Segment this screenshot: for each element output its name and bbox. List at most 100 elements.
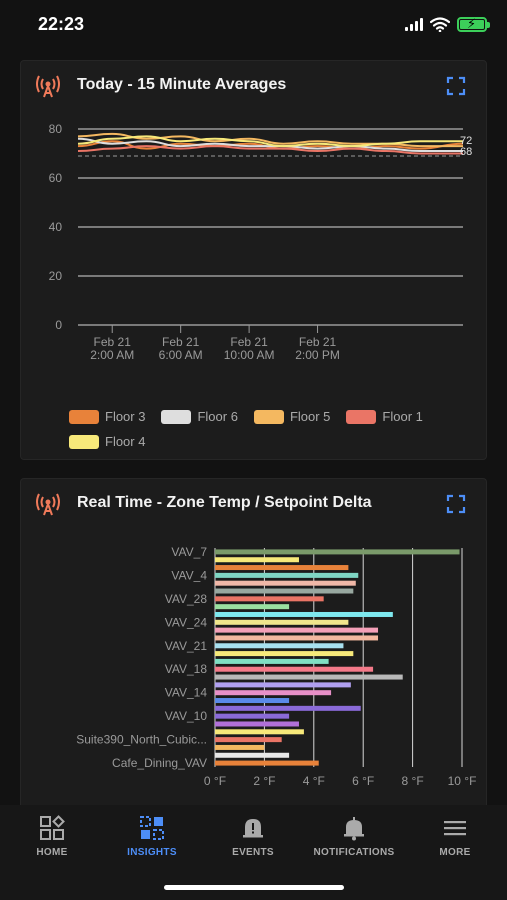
legend-item-floor-1[interactable]: Floor 1 [346, 409, 423, 424]
legend-item-floor-4[interactable]: Floor 4 [69, 434, 145, 449]
sensor-broadcast-icon [36, 75, 60, 98]
nav-events[interactable]: EVENTS [203, 815, 303, 858]
bar-chart-header: Real Time - Zone Temp / Setpoint Delta [21, 479, 486, 529]
nav-more-label: MORE [439, 847, 471, 858]
bar[interactable] [215, 627, 379, 633]
category-label: VAV_4 [171, 568, 207, 582]
bar[interactable] [215, 572, 359, 578]
category-label: VAV_24 [165, 615, 208, 629]
legend-label: Floor 5 [289, 409, 331, 424]
legend-label: Floor 3 [105, 409, 146, 424]
nav-insights[interactable]: INSIGHTS [102, 815, 202, 858]
bar[interactable] [215, 651, 354, 657]
x-tick-label: 0 °F [204, 774, 226, 788]
x-tick-label: 2:00 PM [295, 348, 340, 362]
x-tick-label: 10:00 AM [224, 348, 275, 362]
bar[interactable] [215, 611, 393, 617]
insights-icon [140, 816, 164, 840]
end-value-label: 68 [460, 146, 472, 158]
nav-home[interactable]: HOME [2, 815, 102, 858]
line-chart-header: Today - 15 Minute Averages [21, 61, 486, 111]
nav-home-label: HOME [36, 847, 68, 858]
bar[interactable] [215, 737, 282, 743]
cellular-signal-icon [405, 18, 423, 31]
line-chart-legend: Floor 3 Floor 6 Floor 5 Floor 1 Floor 4 [69, 409, 469, 449]
category-label: VAV_14 [165, 686, 208, 700]
x-tick-label: Feb 21 [162, 335, 200, 349]
dashboard-grid-icon [40, 815, 65, 840]
category-label: VAV_28 [165, 592, 208, 606]
expand-icon[interactable] [446, 76, 466, 96]
y-tick-label: 0 [55, 318, 62, 332]
bar[interactable] [215, 557, 299, 563]
bar[interactable] [215, 698, 290, 704]
legend-swatch [253, 409, 284, 424]
legend-swatch [69, 434, 99, 449]
sensor-broadcast-icon [36, 493, 60, 516]
bar-chart-card: Real Time - Zone Temp / Setpoint Delta 0… [20, 478, 487, 818]
bar[interactable] [215, 604, 290, 610]
bar[interactable] [215, 682, 351, 688]
category-label: VAV_18 [165, 662, 208, 676]
bar[interactable] [215, 760, 319, 766]
x-tick-label: Feb 21 [230, 335, 268, 349]
bar[interactable] [215, 666, 374, 672]
bar[interactable] [215, 565, 349, 571]
y-tick-label: 40 [49, 220, 63, 234]
legend-item-floor-3[interactable]: Floor 3 [69, 409, 145, 424]
bar[interactable] [215, 635, 379, 641]
bar[interactable] [215, 752, 290, 758]
nav-insights-label: INSIGHTS [127, 847, 177, 858]
category-label: VAV_10 [165, 709, 208, 723]
bar[interactable] [215, 549, 460, 555]
bar[interactable] [215, 596, 324, 602]
category-label: Suite390_North_Cubic... [76, 733, 207, 747]
alert-bell-icon [243, 819, 263, 838]
series-line-floor-6 [77, 137, 463, 153]
line-chart-card: Today - 15 Minute Averages 0 20 40 60 80 Feb … [20, 60, 487, 460]
bar[interactable] [215, 643, 344, 649]
line-chart-title: Today - 15 Minute Averages [77, 76, 287, 93]
legend-swatch [346, 409, 377, 424]
category-label: VAV_21 [165, 639, 208, 653]
x-tick-label: 6 °F [352, 774, 374, 788]
bar[interactable] [215, 713, 290, 719]
bar[interactable] [215, 690, 332, 696]
bar[interactable] [215, 619, 349, 625]
bar[interactable] [215, 721, 299, 727]
hamburger-menu-icon [444, 821, 466, 836]
bar[interactable] [215, 674, 403, 680]
legend-item-floor-6[interactable]: Floor 6 [161, 409, 238, 424]
legend-label: Floor 1 [382, 409, 423, 424]
bar[interactable] [215, 580, 356, 586]
legend-label: Floor 6 [197, 409, 238, 424]
bar[interactable] [215, 658, 329, 664]
expand-icon[interactable] [446, 494, 466, 514]
legend-item-floor-5[interactable]: Floor 5 [253, 409, 331, 424]
x-tick-label: Feb 21 [299, 335, 337, 349]
bar[interactable] [215, 729, 304, 735]
nav-more[interactable]: MORE [405, 815, 505, 858]
series-line-floor-4 [77, 135, 463, 148]
bar[interactable] [215, 705, 361, 711]
battery-charging-icon: ⚡ [457, 16, 490, 32]
status-bar: 22:23 ⚡ [0, 0, 507, 50]
bar[interactable] [215, 744, 265, 750]
bar-chart-title: Real Time - Zone Temp / Setpoint Delta [77, 494, 372, 511]
y-tick-label: 80 [49, 122, 63, 136]
x-tick-label: 10 °F [448, 774, 477, 788]
x-tick-label: 6:00 AM [159, 348, 203, 362]
wifi-icon [430, 17, 450, 32]
bottom-nav: HOME INSIGHTS EVENTS NOTIFICATIONS [0, 805, 507, 900]
notification-bell-icon [344, 817, 364, 841]
nav-notifications-label: NOTIFICATIONS [313, 847, 395, 858]
bar[interactable] [215, 588, 354, 594]
x-tick-label: 2 °F [253, 774, 275, 788]
end-value-label: 72 [460, 135, 472, 147]
home-indicator [164, 885, 344, 890]
x-tick-label: 4 °F [303, 774, 325, 788]
status-icons: ⚡ [405, 16, 490, 32]
x-tick-label: 2:00 AM [90, 348, 134, 362]
nav-notifications[interactable]: NOTIFICATIONS [304, 815, 404, 858]
